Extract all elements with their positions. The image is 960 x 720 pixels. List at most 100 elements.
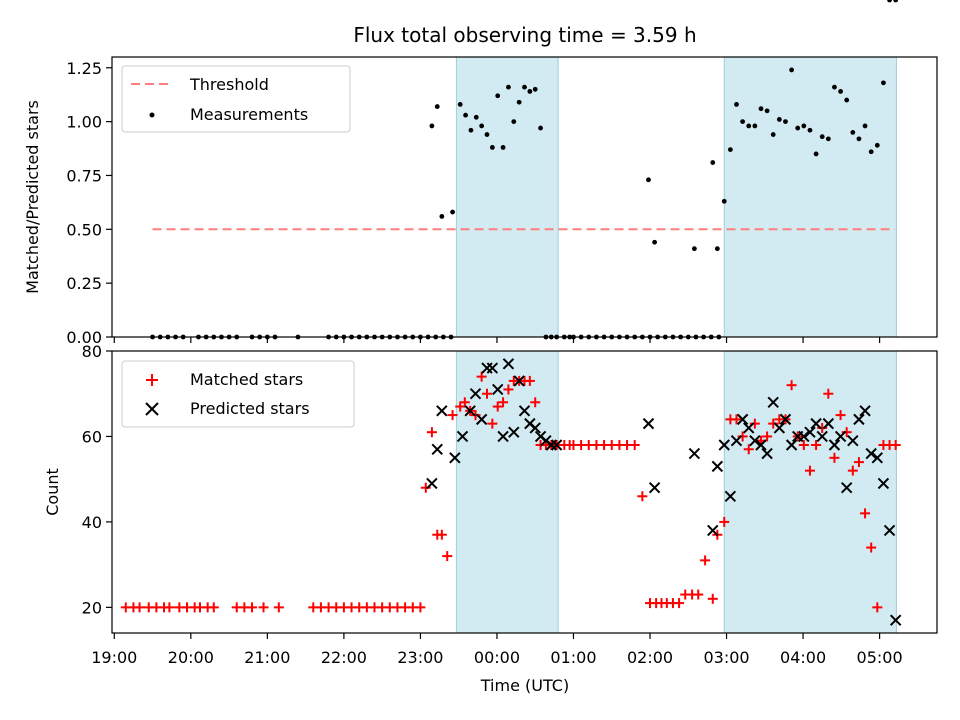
matched-star-point <box>817 422 828 433</box>
matched-star-point <box>524 375 535 386</box>
x-tick-label: 05:00 <box>857 648 903 667</box>
matched-star-point <box>811 440 822 450</box>
measurement-point <box>770 132 776 137</box>
measurement-point <box>457 101 463 107</box>
x-tick-label: 00:00 <box>474 648 520 667</box>
matched-star-point <box>853 457 864 468</box>
measurement-point <box>463 112 468 118</box>
predicted-star-point <box>816 430 828 443</box>
top-shaded-intervals <box>455 56 897 338</box>
x-axis-label: Time (UTC) <box>480 676 569 695</box>
bottom-shaded-intervals <box>455 350 897 634</box>
x-tick-label: 21:00 <box>244 648 290 667</box>
matched-star-point <box>629 440 640 450</box>
bottom-y-axis-label: Count <box>43 468 62 516</box>
measurement-point <box>646 177 651 183</box>
measurement-point <box>522 84 527 90</box>
matched-star-point <box>847 465 858 476</box>
matched-star-point <box>890 440 901 450</box>
predicted-star-point <box>497 430 509 443</box>
top-axes-frame <box>111 56 938 338</box>
measurement-point <box>721 198 727 204</box>
matched-star-point <box>503 384 514 395</box>
matched-star-point <box>674 598 685 609</box>
matched-star-point <box>823 388 834 399</box>
bottom-legend-box <box>121 360 355 428</box>
x-tick-label: 02:00 <box>627 648 673 667</box>
predicted-star-point <box>529 422 541 434</box>
matched-star-point <box>492 401 503 412</box>
top-y-tick-label: 1.00 <box>66 113 102 132</box>
bot-y-tick-label: 60 <box>82 427 102 446</box>
matched-stars-series <box>120 371 901 613</box>
measurement-point <box>516 99 522 105</box>
matched-star-point <box>743 444 754 455</box>
matched-star-point <box>872 602 883 613</box>
matched-star-point <box>164 602 175 613</box>
predicted-star-point <box>486 362 499 374</box>
measurement-point <box>473 114 479 120</box>
predicted-stars-series <box>426 358 902 626</box>
predicted-star-point <box>767 396 779 408</box>
predicted-star-point <box>834 430 847 443</box>
measurement-point <box>850 129 856 135</box>
legend-threshold-label: Threshold <box>189 75 269 94</box>
measurement-point <box>495 93 501 99</box>
matched-star-point <box>835 410 846 421</box>
matched-star-point <box>436 529 447 540</box>
top-y-tick-label: 0.00 <box>66 328 102 347</box>
predicted-star-point <box>883 524 896 537</box>
matched-star-point <box>482 388 492 399</box>
predicted-star-point <box>711 460 724 473</box>
matched-star-point <box>693 589 704 600</box>
measurement-point <box>819 134 825 140</box>
matched-star-point <box>442 551 453 562</box>
matched-star-point <box>731 414 742 425</box>
predicted-star-point <box>464 405 476 417</box>
measurement-point <box>887 0 892 3</box>
predicted-star-point <box>718 439 730 451</box>
legend-measurements-swatch <box>149 112 155 118</box>
measurement-point <box>856 136 862 142</box>
top-legend: Threshold Measurements <box>121 65 351 133</box>
predicted-star-point <box>889 614 902 626</box>
matched-star-point <box>476 371 487 382</box>
matched-star-point <box>700 555 711 566</box>
measurement-point <box>868 149 874 155</box>
predicted-star-point <box>785 439 798 451</box>
matched-star-point <box>786 380 797 391</box>
predicted-star-point <box>828 439 841 451</box>
predicted-star-point <box>865 447 877 460</box>
measurement-point <box>429 123 435 129</box>
top-y-ticks: 0.00 0.25 0.50 0.75 1.00 1.25 <box>66 59 112 347</box>
matched-star-point <box>415 602 426 613</box>
matched-star-point <box>737 431 748 442</box>
predicted-star-point <box>426 477 438 490</box>
measurement-point <box>532 86 538 92</box>
predicted-star-point <box>688 447 701 460</box>
predicted-star-point <box>749 435 761 447</box>
matched-star-point <box>258 602 269 613</box>
predicted-star-point <box>871 452 884 464</box>
matched-star-point <box>798 440 809 450</box>
measurement-point <box>893 0 899 3</box>
predicted-star-point <box>877 477 890 490</box>
bottom-legend: Matched stars Predicted stars <box>121 360 355 428</box>
measurement-point <box>506 84 511 90</box>
bot-y-tick-label: 20 <box>82 598 102 617</box>
predicted-star-point <box>743 422 755 434</box>
matched-star-point <box>447 410 458 421</box>
measurement-point <box>500 145 506 150</box>
x-tick-label: 03:00 <box>703 648 749 667</box>
matched-star-point <box>426 427 437 438</box>
predicted-star-point <box>436 405 448 417</box>
x-tick-label: 01:00 <box>550 648 596 667</box>
matched-star-point <box>841 427 852 438</box>
top-shade-interval-1 <box>723 56 897 338</box>
matched-star-point <box>247 602 258 613</box>
measurement-point <box>795 125 801 131</box>
measurement-point <box>874 142 880 148</box>
predicted-star-point <box>859 405 871 417</box>
matched-star-point <box>829 452 840 463</box>
